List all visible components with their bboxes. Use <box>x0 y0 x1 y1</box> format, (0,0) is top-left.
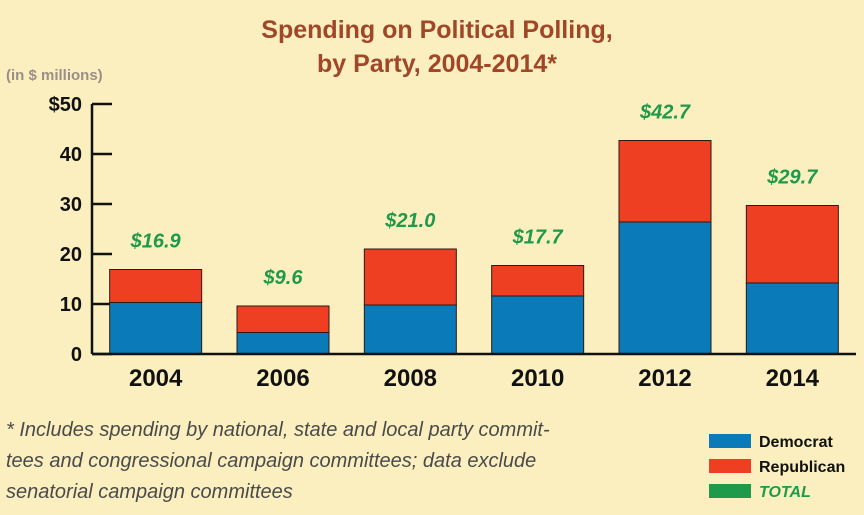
bar-segment-republican <box>236 305 330 333</box>
bar-segment-democrat <box>491 295 585 355</box>
plot-area: 0 10 20 30 40 $50 $16.9 2004 $9.6 2006 $21.0 2008 $1… <box>49 94 856 392</box>
x-tick-label: 2008 <box>384 365 437 392</box>
total-data-label: $9.6 <box>263 267 304 289</box>
legend-label-democrat: Democrat <box>759 434 833 451</box>
bar-segment-republican <box>745 205 839 284</box>
bar-segment-republican <box>109 269 203 303</box>
chart-title-line-1: Spending on Political Polling, <box>261 16 612 44</box>
legend-swatch-republican <box>709 459 751 473</box>
x-tick-label: 2012 <box>638 365 691 392</box>
x-tick-label: 2010 <box>511 365 564 392</box>
bar-segment-democrat <box>618 221 712 355</box>
legend-label-republican: Republican <box>759 459 845 476</box>
y-tick-label: 40 <box>60 144 82 166</box>
total-data-label: $29.7 <box>766 167 818 189</box>
total-data-label: $16.9 <box>130 231 182 253</box>
chart-title-line-2: by Party, 2004-2014* <box>317 50 557 78</box>
bar-segment-democrat <box>236 332 330 355</box>
x-tick-label: 2014 <box>766 365 820 392</box>
y-tick-label: 10 <box>60 294 82 316</box>
total-data-label: $21.0 <box>384 210 435 232</box>
y-tick-label: $50 <box>49 94 82 116</box>
bar-segment-democrat <box>363 304 457 355</box>
legend: Democrat Republican TOTAL <box>709 434 845 501</box>
x-tick-label: 2006 <box>256 365 309 392</box>
footnote-line-2: tees and congressional campaign committe… <box>6 450 536 472</box>
footnote-line-3: senatorial campaign committees <box>6 481 293 503</box>
footnote-line-1: * Includes spending by national, state a… <box>6 419 550 441</box>
y-tick-label: 20 <box>60 244 82 266</box>
bar-segment-democrat <box>745 282 839 355</box>
total-data-label: $42.7 <box>639 102 691 124</box>
total-data-label: $17.7 <box>512 227 564 249</box>
bar-segment-republican <box>363 248 457 306</box>
legend-swatch-total <box>709 484 751 498</box>
unit-label: (in $ millions) <box>6 67 103 84</box>
bar-segment-republican <box>491 265 585 297</box>
legend-label-total: TOTAL <box>759 484 811 501</box>
bar-segment-republican <box>618 140 712 223</box>
y-tick-label: 0 <box>71 344 82 366</box>
legend-swatch-democrat <box>709 434 751 448</box>
y-tick-label: 30 <box>60 194 82 216</box>
x-tick-label: 2004 <box>129 365 183 392</box>
bar-segment-democrat <box>109 302 203 355</box>
